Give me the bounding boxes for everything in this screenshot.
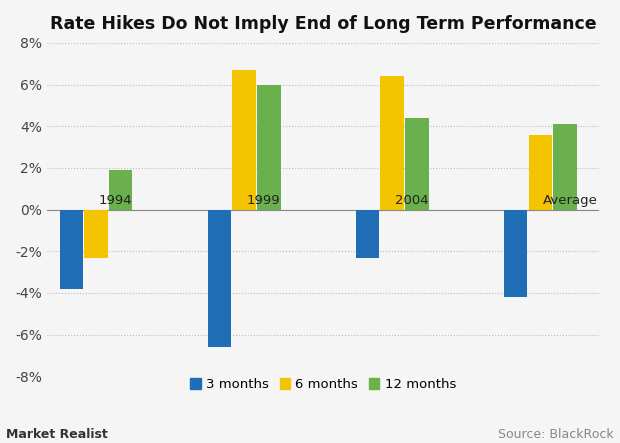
Bar (257, 85, 280, 210)
Bar (60, 210, 83, 289)
Bar (232, 70, 256, 210)
Bar (84, 210, 108, 257)
Bar (528, 135, 552, 210)
Text: 1994: 1994 (99, 194, 132, 207)
Bar (208, 210, 231, 347)
Text: Source: BlackRock: Source: BlackRock (498, 428, 614, 441)
Bar (553, 124, 577, 210)
Text: Market Realist: Market Realist (6, 428, 108, 441)
Bar (381, 76, 404, 210)
Legend: 3 months, 6 months, 12 months: 3 months, 6 months, 12 months (185, 373, 461, 396)
Bar (405, 118, 428, 210)
Text: 2004: 2004 (395, 194, 428, 207)
Text: 1999: 1999 (247, 194, 280, 207)
Title: Rate Hikes Do Not Imply End of Long Term Performance: Rate Hikes Do Not Imply End of Long Term… (50, 15, 596, 33)
Bar (356, 210, 379, 257)
Bar (109, 170, 133, 210)
Bar (504, 210, 527, 297)
Text: Average: Average (542, 194, 598, 207)
